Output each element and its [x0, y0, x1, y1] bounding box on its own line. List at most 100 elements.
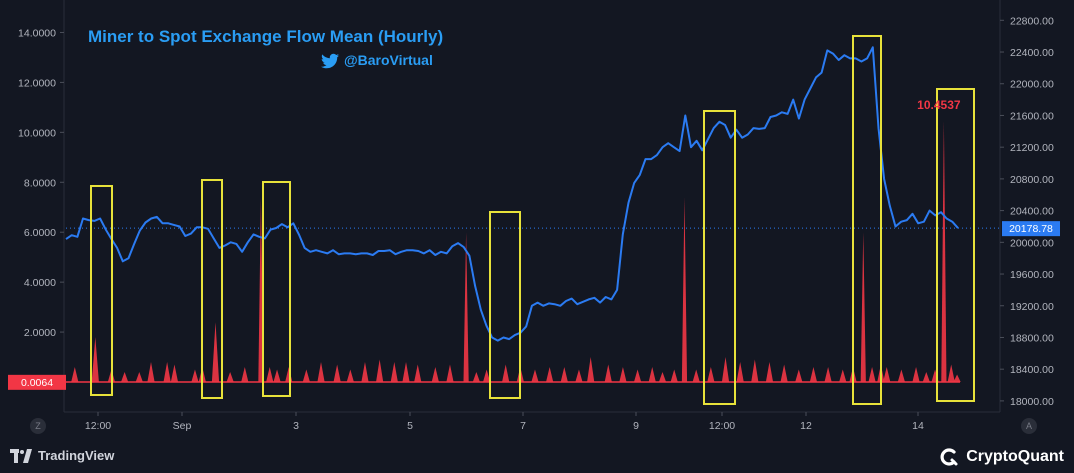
flow-spike	[163, 362, 171, 382]
left-tick-label: 2.0000	[24, 327, 56, 339]
flow-spike	[135, 372, 143, 382]
flow-spike	[317, 362, 325, 382]
left-current-value-tag: 0.0064	[8, 374, 66, 390]
flow-spike	[751, 359, 759, 382]
twitter-bird-icon	[320, 53, 339, 69]
x-tick-label: 9	[633, 420, 639, 432]
right-tick-label: 20400.00	[1010, 206, 1054, 218]
flow-spike	[681, 197, 688, 382]
flow-spike	[670, 369, 678, 382]
price-series	[65, 46, 959, 342]
right-tick-label: 19200.00	[1010, 301, 1054, 313]
flow-spike	[897, 369, 905, 382]
right-axis-ticks: 22800.00 22400.00 22000.00 21600.00 21200.00…	[1000, 15, 1054, 408]
flow-spike	[648, 367, 656, 382]
flow-spike	[587, 357, 595, 382]
right-current-value-tag: 20178.78	[1002, 221, 1060, 237]
right-tick-label: 20800.00	[1010, 174, 1054, 186]
right-tick-label: 18800.00	[1010, 332, 1054, 344]
flow-spike	[765, 362, 774, 382]
flow-spike	[707, 367, 715, 382]
peak-value-label: 10.4537	[917, 98, 961, 112]
flow-spike	[692, 369, 700, 382]
right-tick-label: 22400.00	[1010, 47, 1054, 59]
flow-spike	[266, 367, 274, 382]
flow-spike	[780, 364, 788, 382]
flow-spike	[658, 372, 667, 382]
flow-spike	[633, 369, 642, 382]
cryptoquant-logo: CryptoQuant	[938, 446, 1064, 468]
flow-spike	[560, 367, 568, 382]
right-tick-label: 22800.00	[1010, 15, 1054, 27]
auto-scale-right-button[interactable]: A	[1021, 418, 1037, 434]
flow-spike	[191, 369, 199, 382]
left-tick-label: 12.0000	[18, 77, 56, 89]
right-tick-label: 20000.00	[1010, 237, 1054, 249]
chart: 14.0000 12.0000 10.0000 8.0000 6.0000 4.0000 2…	[8, 0, 1060, 432]
left-tick-label: 14.0000	[18, 27, 56, 39]
flow-spike	[531, 369, 539, 382]
twitter-handle-text: @BaroVirtual	[344, 52, 433, 68]
flow-series	[66, 121, 961, 383]
chart-title: Miner to Spot Exchange Flow Mean (Hourly…	[88, 27, 443, 46]
x-tick-label: 7	[520, 420, 526, 432]
tradingview-label: TradingView	[38, 448, 115, 463]
cryptoquant-icon	[940, 448, 958, 466]
auto-scale-left-button[interactable]: Z	[30, 418, 46, 434]
x-tick-label: Sep	[173, 420, 192, 432]
x-tick-label: 14	[912, 420, 924, 432]
price-line	[65, 46, 959, 342]
flow-spike	[390, 362, 398, 382]
x-tick-label: 12	[800, 420, 812, 432]
cryptoquant-label: CryptoQuant	[966, 448, 1064, 465]
flow-spike	[912, 367, 920, 382]
highlight-box	[262, 181, 291, 397]
flow-spike	[402, 362, 410, 382]
flow-spike	[71, 367, 79, 382]
flow-spike	[868, 367, 876, 382]
flow-spike	[226, 372, 234, 382]
highlight-box	[703, 110, 736, 405]
flow-spike	[241, 367, 249, 382]
highlight-box	[90, 185, 113, 396]
flow-spike	[463, 232, 469, 382]
flow-spike	[809, 367, 818, 382]
tradingview-logo[interactable]: TradingView	[10, 448, 114, 463]
x-tick-label: 5	[407, 420, 413, 432]
footer: TradingView CryptoQuant	[0, 440, 1074, 473]
flow-spike	[860, 232, 866, 382]
highlight-boxes	[90, 35, 975, 405]
right-tick-label: 19600.00	[1010, 269, 1054, 281]
left-current-value-text: 0.0064	[21, 377, 53, 389]
flow-spike	[414, 364, 422, 382]
flow-spike	[333, 364, 341, 382]
flow-spike	[546, 367, 554, 382]
flow-spike	[721, 357, 730, 382]
highlight-box	[489, 211, 521, 399]
left-axis-ticks: 14.0000 12.0000 10.0000 8.0000 6.0000 4.0000 2…	[18, 27, 64, 339]
right-tick-label: 21600.00	[1010, 110, 1054, 122]
flow-spike	[953, 374, 961, 382]
flow-spike	[736, 362, 744, 382]
highlight-box	[936, 88, 975, 402]
x-tick-label: 3	[293, 420, 299, 432]
x-axis-ticks: 12:00 Sep 3 5 7 9 12:00 12 14	[85, 412, 924, 432]
flow-spike	[273, 369, 281, 382]
flow-spike	[446, 364, 454, 382]
flow-spike	[346, 369, 354, 382]
flow-spike	[302, 369, 310, 382]
flow-spike	[604, 364, 612, 382]
right-current-value-text: 20178.78	[1009, 223, 1053, 235]
right-tick-label: 18000.00	[1010, 396, 1054, 408]
flow-spike	[619, 367, 627, 382]
x-tick-label: 12:00	[85, 420, 111, 432]
flow-spike	[376, 359, 384, 382]
flow-spike	[502, 364, 510, 382]
flow-spike	[361, 362, 369, 382]
tradingview-icon	[10, 448, 32, 463]
x-tick-label: 12:00	[709, 420, 735, 432]
flow-spike	[839, 369, 847, 382]
highlight-box	[201, 179, 223, 399]
peak-annotation: 10.4537	[917, 98, 961, 112]
